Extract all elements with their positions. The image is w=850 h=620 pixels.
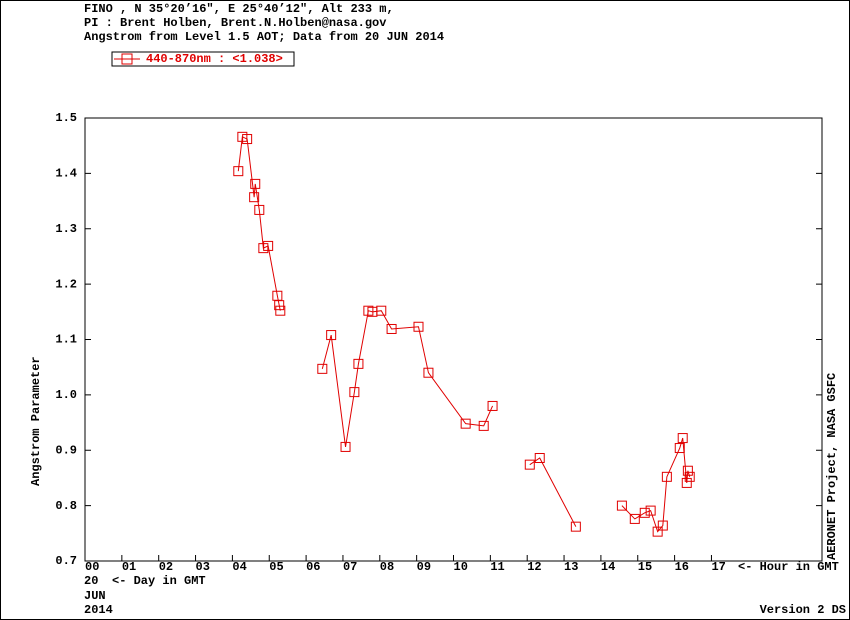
x-tick-label: 03 bbox=[196, 560, 210, 574]
title-line: FINO , N 35°20’16", E 25°40’12", Alt 233… bbox=[84, 2, 394, 16]
data-point bbox=[340, 441, 351, 452]
data-point bbox=[661, 471, 672, 482]
data-point bbox=[250, 178, 261, 189]
x-tick-label: 16 bbox=[675, 560, 689, 574]
title-line: PI : Brent Holben, Brent.N.Holben@nasa.g… bbox=[84, 16, 386, 30]
data-point bbox=[645, 505, 656, 516]
y-tick-label: 0.9 bbox=[55, 443, 77, 457]
title-line: Angstrom from Level 1.5 AOT; Data from 2… bbox=[84, 30, 444, 44]
x-tick-label: 04 bbox=[232, 560, 246, 574]
legend-box bbox=[111, 51, 295, 67]
y-tick-label: 1.3 bbox=[55, 222, 77, 236]
data-point bbox=[274, 300, 285, 311]
x-tick-label: 07 bbox=[343, 560, 357, 574]
y-tick-label: 0.8 bbox=[55, 499, 77, 513]
data-point bbox=[681, 477, 692, 488]
x-tick-label: 06 bbox=[306, 560, 320, 574]
data-point bbox=[423, 367, 434, 378]
data-point bbox=[460, 418, 471, 429]
day-label: <- Day in GMT bbox=[112, 574, 206, 588]
data-point bbox=[478, 420, 489, 431]
data-point bbox=[413, 321, 424, 332]
data-point bbox=[677, 433, 688, 444]
data-point bbox=[570, 521, 581, 532]
legend-label: 440-870nm : <1.038> bbox=[146, 52, 283, 66]
data-point bbox=[376, 305, 387, 316]
y-tick-label: 0.7 bbox=[55, 554, 77, 568]
y-tick-label: 1.0 bbox=[55, 388, 77, 402]
data-line bbox=[529, 457, 577, 527]
data-point bbox=[353, 358, 364, 369]
data-point bbox=[275, 305, 286, 316]
data-point bbox=[524, 459, 535, 470]
y-tick-label: 1.1 bbox=[55, 333, 77, 347]
data-point bbox=[657, 520, 668, 531]
day: 20 bbox=[84, 574, 98, 588]
x-tick-label: 00 bbox=[85, 560, 99, 574]
data-point bbox=[263, 240, 274, 251]
data-point bbox=[674, 443, 685, 454]
x-tick-label: 08 bbox=[380, 560, 394, 574]
year: 2014 bbox=[84, 603, 113, 617]
y-tick-label: 1.2 bbox=[55, 277, 77, 291]
data-point bbox=[652, 526, 663, 537]
x-tick-label: 12 bbox=[527, 560, 541, 574]
month: JUN bbox=[84, 589, 106, 603]
data-point bbox=[487, 400, 498, 411]
data-point bbox=[629, 513, 640, 524]
data-point bbox=[386, 323, 397, 334]
data-point bbox=[639, 507, 650, 518]
data-point bbox=[233, 166, 244, 177]
data-point bbox=[682, 465, 693, 476]
y-tick-label: 1.5 bbox=[55, 111, 77, 125]
data-point bbox=[616, 500, 627, 511]
side-note: AERONET Project, NASA GSFC bbox=[825, 373, 839, 560]
data-point bbox=[317, 363, 328, 374]
data-point bbox=[534, 453, 545, 464]
x-tick-label: 14 bbox=[601, 560, 615, 574]
x-tick-label: 15 bbox=[638, 560, 652, 574]
data-point bbox=[326, 330, 337, 341]
y-tick-label: 1.4 bbox=[55, 167, 77, 181]
data-point bbox=[242, 134, 253, 145]
data-point bbox=[349, 387, 360, 398]
x-tick-label: 10 bbox=[454, 560, 468, 574]
y-axis-label: Angstrom Parameter bbox=[29, 356, 43, 486]
x-tick-label: 01 bbox=[122, 560, 136, 574]
x-tick-label: 17 bbox=[711, 560, 725, 574]
x-tick-label: 02 bbox=[159, 560, 173, 574]
data-line bbox=[237, 136, 281, 311]
x-axis-label: <- Hour in GMT bbox=[738, 560, 839, 574]
x-tick-label: 09 bbox=[417, 560, 431, 574]
x-tick-label: 11 bbox=[490, 560, 504, 574]
legend-marker bbox=[121, 53, 133, 65]
data-point bbox=[249, 192, 260, 203]
version: Version 2 DS bbox=[760, 603, 846, 617]
data-point bbox=[684, 471, 695, 482]
x-tick-label: 13 bbox=[564, 560, 578, 574]
data-point bbox=[254, 204, 265, 215]
x-tick-label: 05 bbox=[269, 560, 283, 574]
